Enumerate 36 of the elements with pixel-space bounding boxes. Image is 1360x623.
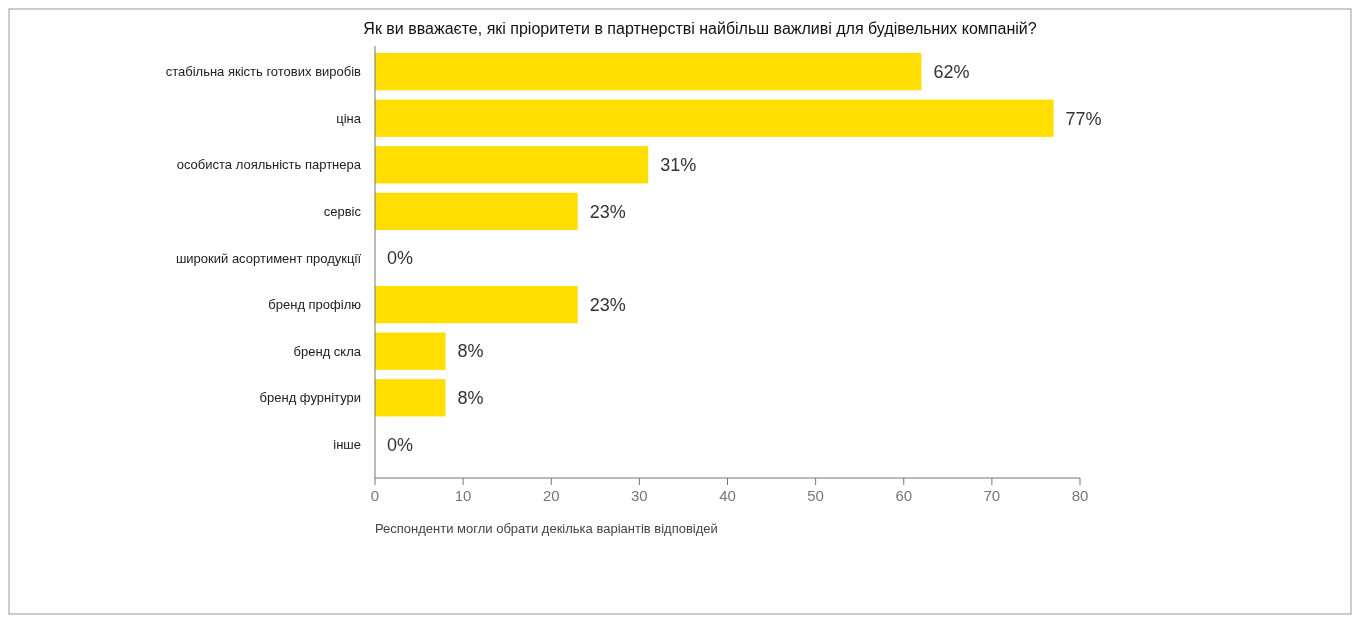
x-tick-label: 80	[1071, 487, 1089, 504]
text: Респонденти могли обрати декілька варіантів відповідей	[375, 521, 718, 536]
x-tick-label: 50	[807, 487, 824, 504]
y-tick-label: бренд фурнітури	[259, 390, 361, 406]
data-label: 23%	[589, 201, 626, 222]
y-tick-label: інше	[333, 436, 361, 452]
y-tick-label: особиста лояльність партнера	[176, 157, 362, 173]
y-tick-label: бренд профілю	[268, 297, 362, 313]
data-label: 77%	[1065, 108, 1102, 129]
y-tick-label: сервіс	[323, 203, 362, 219]
data-label: 23%	[589, 294, 626, 315]
bar	[375, 379, 446, 417]
bar	[375, 285, 578, 324]
data-label: 0%	[387, 434, 414, 455]
x-tick-label: 70	[983, 487, 1001, 504]
bar	[375, 192, 578, 231]
data-label: 62%	[933, 61, 970, 82]
y-tick-label: бренд скла	[293, 343, 362, 359]
data-label: 8%	[457, 388, 484, 409]
data-label: 31%	[660, 155, 697, 176]
y-tick-label: широкий асортимент продукції	[175, 250, 362, 266]
x-tick-label: 20	[542, 487, 560, 504]
data-label: 0%	[387, 248, 414, 269]
bar	[375, 146, 649, 184]
x-tick-label: 40	[719, 487, 736, 504]
x-tick-label: 0	[370, 487, 380, 504]
chart-title: Як ви вважаєте, які пріоритети в партнерстві найбільш важливі для будівельних компаній?	[363, 20, 1037, 37]
y-tick-label: ціна	[336, 110, 362, 126]
x-tick-label: 10	[454, 487, 472, 504]
bar	[375, 332, 446, 370]
bar	[375, 99, 1054, 137]
x-tick-label: 30	[631, 487, 648, 504]
y-tick-label: стабільна якість готових виробів	[165, 64, 362, 80]
data-label: 8%	[457, 341, 484, 362]
bar	[375, 52, 922, 91]
x-tick-label: 60	[895, 487, 913, 504]
